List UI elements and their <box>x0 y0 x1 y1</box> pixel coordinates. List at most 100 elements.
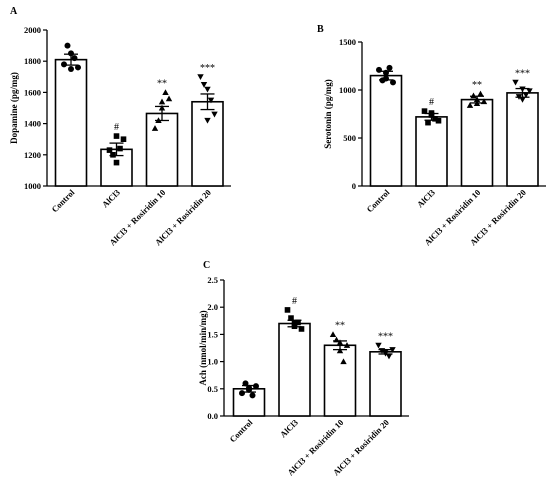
x-tick-label: Control <box>364 187 391 214</box>
y-tick-label: 1.5 <box>207 329 218 339</box>
panel-letter: C <box>203 260 210 271</box>
data-point <box>382 349 389 356</box>
data-point <box>158 98 166 105</box>
data-point <box>329 331 337 337</box>
bar <box>232 387 266 417</box>
y-axis-label: Serotonin (pg/mg) <box>323 79 333 149</box>
data-point <box>162 89 169 95</box>
data-point <box>473 96 481 103</box>
data-point <box>120 136 127 142</box>
data-point <box>204 117 211 124</box>
data-point <box>242 380 249 387</box>
data-point <box>151 125 159 131</box>
y-tick-label: 1800 <box>24 56 41 66</box>
data-point <box>253 383 259 390</box>
bar <box>460 98 494 187</box>
y-tick-label: 1000 <box>339 85 356 95</box>
data-point <box>288 315 294 321</box>
data-point <box>165 95 173 102</box>
data-point <box>515 94 523 100</box>
y-tick-label: 0 <box>352 181 356 191</box>
data-point <box>110 152 116 158</box>
x-tick-label: AlCl3 <box>415 187 437 209</box>
data-point <box>246 386 252 393</box>
chart-panel-c: C 0.0 0.5 1.0 1.5 2.0 2.5 Ach (nmol/min/mg) Cont… <box>198 260 409 477</box>
data-point <box>385 353 393 360</box>
y-tick-label: 2.0 <box>207 302 218 312</box>
data-point <box>113 133 120 139</box>
significance-label: *** <box>200 63 215 74</box>
data-point <box>204 86 211 93</box>
bar <box>369 74 403 187</box>
data-point <box>291 320 298 327</box>
bar <box>278 322 311 417</box>
y-tick-label: 1500 <box>339 37 356 47</box>
data-point <box>383 75 389 82</box>
significance-label: # <box>114 122 119 133</box>
data-point <box>284 307 291 313</box>
data-point <box>64 42 71 49</box>
significance-label: ** <box>335 320 345 331</box>
data-point <box>333 336 340 343</box>
data-point <box>390 79 396 86</box>
y-tick-label: 2000 <box>24 25 41 35</box>
chart-panel-a: A 1000 1200 1400 1600 1800 2000 Dopamine (pg/mg… <box>9 6 231 247</box>
y-tick-label: 0.0 <box>207 411 218 421</box>
data-point <box>375 342 382 349</box>
panel-letter: B <box>317 24 324 35</box>
data-point <box>340 358 347 365</box>
data-point <box>336 347 344 354</box>
data-point <box>155 117 162 124</box>
data-point <box>389 347 396 353</box>
bar <box>54 58 88 187</box>
data-point <box>519 86 526 93</box>
y-tick-label: 500 <box>343 133 356 143</box>
y-axis-label: Dopamine (pg/mg) <box>9 72 19 144</box>
bar <box>369 351 402 417</box>
significance-label: # <box>292 296 297 307</box>
data-point <box>343 342 351 348</box>
y-axis-label: Ach (nmol/min/mg) <box>198 310 208 385</box>
x-tick-label: Control <box>49 187 76 214</box>
data-point <box>68 50 74 57</box>
bar <box>191 100 224 187</box>
data-point <box>512 79 519 86</box>
y-tick-label: 1600 <box>24 87 41 97</box>
significance-label: ** <box>472 80 482 91</box>
data-point <box>249 392 256 399</box>
x-tick-label: AlCl3 <box>100 187 122 209</box>
data-point <box>106 147 113 153</box>
significance-label: *** <box>515 68 530 79</box>
y-tick-label: 1.0 <box>207 357 218 367</box>
y-tick-label: 0.5 <box>207 384 218 394</box>
data-point <box>480 98 488 105</box>
bar <box>506 92 539 187</box>
data-point <box>61 61 67 68</box>
data-point <box>207 97 215 104</box>
data-point <box>470 92 477 99</box>
data-point <box>466 102 474 108</box>
data-point <box>383 69 389 76</box>
data-point <box>117 145 123 152</box>
data-point <box>298 326 305 332</box>
data-point <box>432 116 438 122</box>
y-tick-label: 1400 <box>24 119 41 129</box>
data-point <box>68 66 74 72</box>
data-point <box>425 119 431 126</box>
data-point <box>200 82 208 88</box>
data-point <box>71 55 78 62</box>
data-point <box>473 100 481 106</box>
data-point <box>336 339 344 346</box>
data-point <box>295 319 301 326</box>
data-point <box>75 64 81 71</box>
data-point <box>477 90 484 97</box>
y-tick-label: 2.5 <box>207 275 218 285</box>
y-tick-label: 1000 <box>24 181 41 191</box>
panel-letter: A <box>10 6 18 17</box>
significance-label: ** <box>157 78 167 89</box>
data-point <box>526 88 533 95</box>
data-point <box>158 104 166 111</box>
x-tick-label: AlCl3 <box>278 417 300 439</box>
bar <box>323 344 357 417</box>
